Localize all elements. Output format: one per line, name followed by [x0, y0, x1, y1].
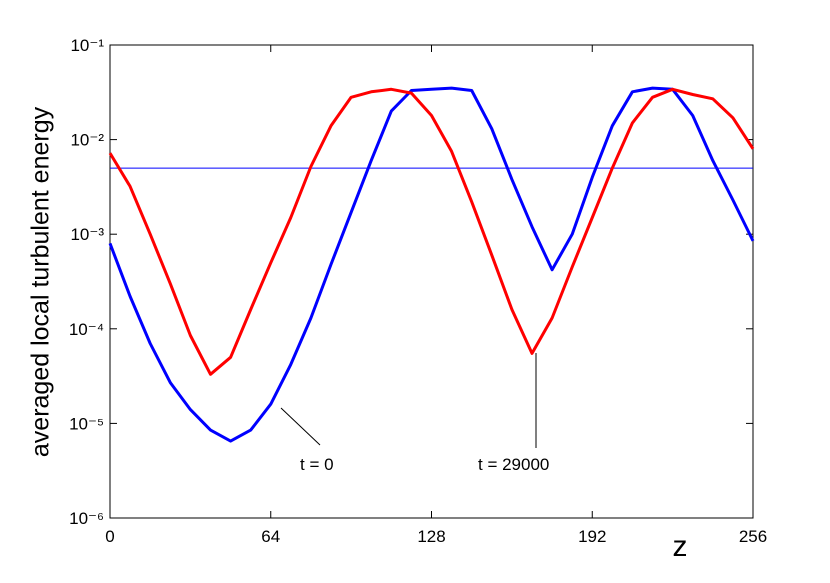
x-tick-label: 256 — [739, 527, 767, 546]
y-axis-label: averaged local turbulent energy — [27, 106, 55, 457]
y-tick-label: 10⁻³ — [70, 225, 104, 244]
y-tick-label: 10⁻⁵ — [69, 414, 104, 433]
y-tick-label: 10⁻⁶ — [69, 509, 104, 528]
x-tick-label: 64 — [261, 527, 280, 546]
x-tick-label: 0 — [105, 527, 114, 546]
plot-frame — [109, 44, 754, 519]
y-tick-label: 10⁻² — [70, 131, 104, 150]
y-tick-label: 10⁻¹ — [70, 36, 104, 55]
x-tick-label: 128 — [417, 527, 445, 546]
series-label: t = 29000 — [478, 455, 549, 474]
x-tick-label: 192 — [578, 527, 606, 546]
series-line — [108, 87, 755, 376]
series-line — [108, 86, 755, 443]
leader-line — [280, 407, 321, 446]
x-axis-label: z — [673, 530, 688, 563]
y-tick-label: 10⁻⁴ — [69, 320, 104, 339]
series-label: t = 0 — [300, 455, 334, 474]
